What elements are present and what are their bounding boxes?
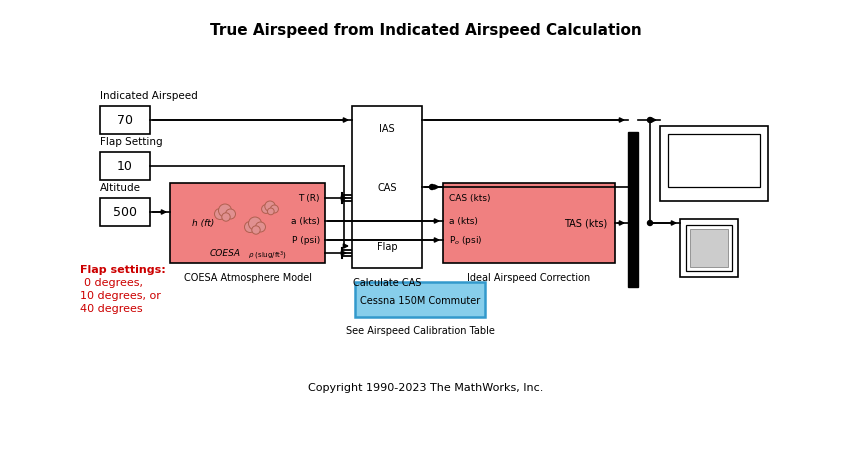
- Circle shape: [648, 118, 653, 123]
- Bar: [690, 230, 728, 267]
- Circle shape: [215, 209, 226, 220]
- Circle shape: [429, 185, 435, 190]
- Text: TAS (kts): TAS (kts): [564, 219, 607, 229]
- Bar: [660, 127, 768, 202]
- Bar: [443, 184, 615, 263]
- Circle shape: [218, 205, 232, 217]
- Text: Calculate CAS: Calculate CAS: [353, 277, 421, 287]
- Text: P$_o$ (psi): P$_o$ (psi): [449, 234, 482, 247]
- Text: 40 degrees: 40 degrees: [80, 304, 142, 313]
- Text: Altitude: Altitude: [100, 183, 141, 193]
- Circle shape: [270, 206, 279, 213]
- Text: IAS: IAS: [379, 124, 394, 133]
- Text: Flap Setting: Flap Setting: [100, 137, 163, 147]
- Circle shape: [252, 226, 260, 235]
- Text: a (kts): a (kts): [291, 217, 320, 226]
- Text: P (psi): P (psi): [291, 236, 320, 245]
- Bar: [100, 152, 150, 180]
- Text: $\rho$ (slug/ft$^3$): $\rho$ (slug/ft$^3$): [248, 249, 287, 262]
- Bar: [100, 198, 150, 226]
- Text: Cessna 150M Commuter: Cessna 150M Commuter: [360, 295, 481, 305]
- Text: Ideal Airspeed Correction: Ideal Airspeed Correction: [468, 272, 590, 282]
- Text: Copyright 1990-2023 The MathWorks, Inc.: Copyright 1990-2023 The MathWorks, Inc.: [308, 382, 544, 392]
- Bar: [100, 107, 150, 135]
- Text: h (ft): h (ft): [192, 219, 214, 228]
- Circle shape: [268, 208, 274, 215]
- Circle shape: [265, 202, 275, 212]
- Circle shape: [226, 210, 235, 220]
- Bar: [170, 184, 325, 263]
- Text: 10 degrees, or: 10 degrees, or: [80, 290, 161, 300]
- Circle shape: [256, 222, 266, 232]
- Text: Flap: Flap: [377, 241, 397, 252]
- Text: COESA Atmosphere Model: COESA Atmosphere Model: [183, 272, 312, 282]
- Text: CAS: CAS: [377, 183, 397, 193]
- Text: T (R): T (R): [298, 194, 320, 203]
- Text: See Airspeed Calibration Table: See Airspeed Calibration Table: [346, 325, 494, 335]
- Bar: [668, 135, 760, 188]
- Text: True Airspeed from Indicated Airspeed Calculation: True Airspeed from Indicated Airspeed Ca…: [210, 23, 642, 37]
- Circle shape: [245, 222, 256, 233]
- Text: 0 degrees,: 0 degrees,: [84, 277, 143, 287]
- Circle shape: [648, 221, 653, 226]
- Bar: [680, 220, 738, 277]
- Text: 70: 70: [117, 114, 133, 127]
- Circle shape: [249, 217, 262, 230]
- Text: Indicated Airspeed: Indicated Airspeed: [100, 91, 198, 101]
- Circle shape: [222, 213, 230, 222]
- Text: CAS (kts): CAS (kts): [449, 194, 491, 203]
- Bar: [628, 133, 638, 287]
- Text: COESA: COESA: [210, 249, 241, 258]
- Bar: [355, 282, 485, 318]
- Bar: [352, 107, 422, 268]
- Text: 10: 10: [117, 160, 133, 173]
- Circle shape: [262, 205, 270, 214]
- Text: Flap settings:: Flap settings:: [80, 264, 166, 274]
- Text: 500: 500: [113, 206, 137, 219]
- Bar: [686, 226, 732, 272]
- Text: a (kts): a (kts): [449, 217, 478, 226]
